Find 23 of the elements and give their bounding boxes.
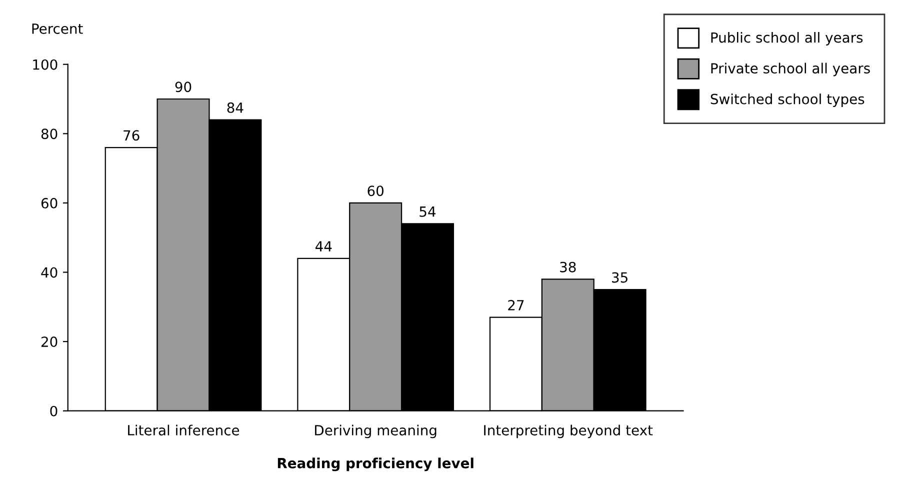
data-label: 38 xyxy=(560,262,576,272)
x-tick-label: Interpreting beyond text xyxy=(484,424,653,438)
y-tick-label: 40 xyxy=(41,267,58,278)
data-label: 60 xyxy=(368,186,384,196)
y-tick-label: 100 xyxy=(33,59,58,70)
y-tick-label: 0 xyxy=(50,406,58,416)
y-axis-title: Percent xyxy=(32,24,83,34)
x-tick-label: Literal inference xyxy=(128,424,240,436)
y-tick-label: 60 xyxy=(41,198,58,208)
data-label: 90 xyxy=(175,82,192,92)
y-tick-label: 80 xyxy=(41,128,58,140)
data-label: 76 xyxy=(124,130,140,141)
data-label: 35 xyxy=(612,272,628,283)
x-tick-label: Deriving meaning xyxy=(315,424,436,438)
x-axis-title: Reading proficiency level xyxy=(278,458,474,472)
data-label: 84 xyxy=(227,102,244,113)
legend-label: Private school all years xyxy=(711,62,870,76)
data-label: 27 xyxy=(508,300,524,310)
legend-label: Switched school types xyxy=(710,94,864,107)
legend-label: Public school all years xyxy=(711,32,863,46)
y-tick-label: 20 xyxy=(41,336,58,348)
data-label: 54 xyxy=(420,206,436,217)
data-label: 44 xyxy=(315,241,332,252)
